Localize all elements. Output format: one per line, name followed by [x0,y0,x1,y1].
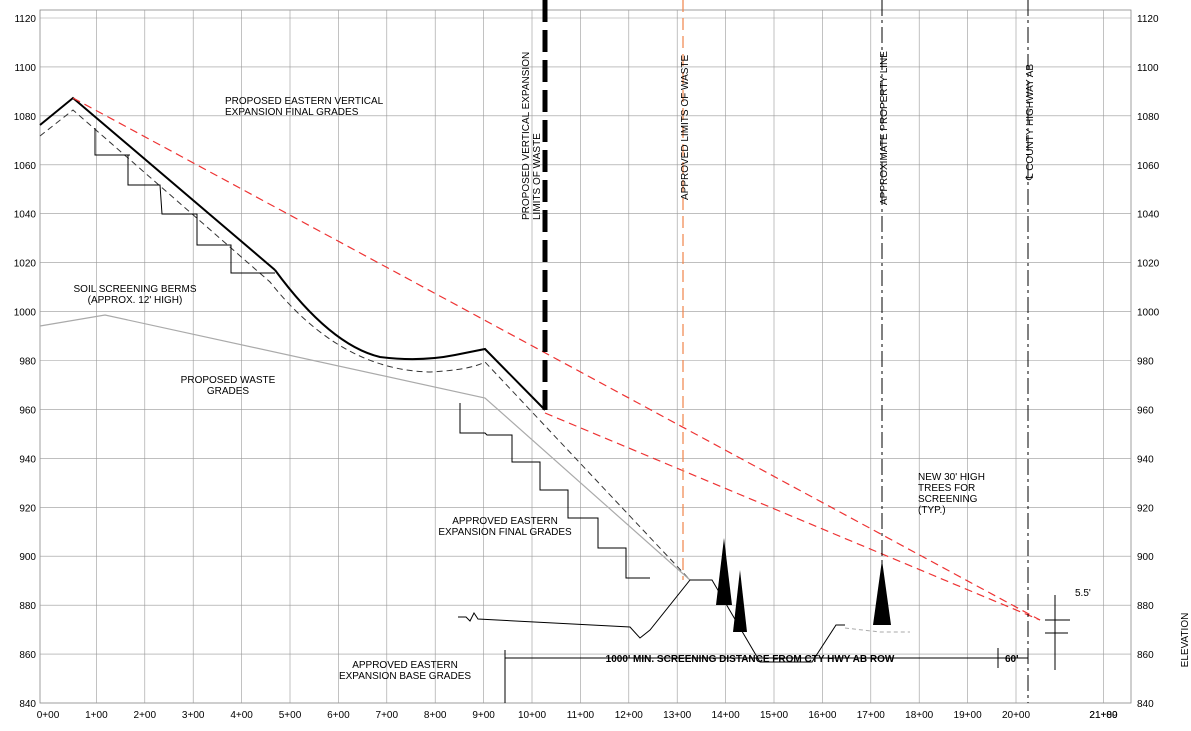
y-tick-label-right: 940 [1137,454,1154,465]
y-tick-label: 1060 [14,161,37,172]
y-tick-label: 1100 [14,63,36,74]
y-tick-label-right: 1080 [1137,112,1160,123]
berm-steps-2 [459,403,650,579]
y-tick-label-right: 1100 [1137,63,1159,74]
note: PROPOSED WASTE [181,375,276,386]
x-tick-label: 18+00 [905,710,934,721]
x-tick-label: 6+00 [327,710,350,721]
y-tick-label: 960 [19,405,36,416]
note: (TYP.) [918,505,946,516]
y-tick-label: 900 [19,552,36,563]
proposed-final-grade-curve [274,269,546,411]
x-tick-label: 11+00 [567,710,595,721]
y-tick-label: 920 [19,503,36,514]
base-grade [458,579,845,663]
y-tick-label: 860 [19,650,36,661]
note: EXPANSION BASE GRADES [339,671,471,682]
note: SCREENING [918,494,978,505]
x-tick-label: 19+00 [954,710,983,721]
labels: 1120 1120 1100 1100 1080 1080 1060 1060 1040 1040… [14,14,1191,721]
x-tick-label: 17+00 [857,710,886,721]
y-tick-label-right: 1020 [1137,259,1160,270]
approved-final-grade [39,314,691,581]
y-tick-label-right: 1000 [1137,308,1160,319]
note: APPROVED EASTERN [452,516,558,527]
note: (APPROX. 12' HIGH) [88,295,183,306]
x-tick-label: 16+00 [808,710,837,721]
y-tick-label-right: 1120 [1137,14,1159,25]
vertical-label: ℄ COUNTY HIGHWAY AB [1025,64,1036,181]
note: GRADES [207,386,250,397]
note: PROPOSED EASTERN VERTICAL [225,96,384,107]
linework [39,0,1070,703]
x-tick-label: 12+00 [615,710,644,721]
x-tick-label: 3+00 [182,710,205,721]
dimension: 1000' MIN. SCREENING DISTANCE FROM CTY H… [606,654,895,665]
y-tick-label: 840 [19,699,36,710]
note: NEW 30' HIGH [918,472,985,483]
x-tick-label: 0+00 [37,710,60,721]
base-grade-ext [844,627,910,633]
x-tick-label: 21+00 [1089,710,1118,721]
x-tick-label: 4+00 [230,710,253,721]
y-tick-label-right: 840 [1137,699,1154,710]
note: SOIL SCREENING BERMS [74,284,197,295]
y-tick-label: 1040 [14,210,37,221]
y-tick-label-right: 920 [1137,503,1154,514]
y-tick-label-right: 900 [1137,552,1154,563]
x-tick-label: 20+00 [1002,710,1031,721]
x-tick-label: 7+00 [376,710,399,721]
x-tick-label: 5+00 [279,710,302,721]
x-tick-label: 9+00 [472,710,495,721]
x-tick-label: 15+00 [760,710,789,721]
x-tick-label: 14+00 [712,710,741,721]
note: TREES FOR [918,483,975,494]
y-tick-label-right: 980 [1137,357,1154,368]
note: APPROVED EASTERN [352,660,458,671]
x-tick-label: 8+00 [424,710,447,721]
y-tick-label: 1080 [14,112,37,123]
screen-line-2 [544,412,1041,621]
x-tick-label: 2+00 [134,710,157,721]
berm-steps [94,128,275,274]
vertical-label: APPROVED LIMITS OF WASTE [680,54,691,200]
y-tick-label: 880 [19,601,36,612]
y-tick-label: 1000 [14,308,37,319]
note: EXPANSION FINAL GRADES [438,527,572,538]
note: EXPANSION FINAL GRADES [225,107,359,118]
y-tick-label: 1020 [14,259,37,270]
y-tick-label-right: 960 [1137,405,1154,416]
y-tick-label-right: 1060 [1137,161,1160,172]
x-tick-label: 1+00 [85,710,108,721]
x-tick-label: 10+00 [518,710,547,721]
x-tick-label: 21+89 [1089,710,1118,721]
axis-title: ELEVATION [1180,613,1191,668]
y-tick-label: 980 [19,357,36,368]
x-tick-label: 13+00 [663,710,692,721]
y-tick-label-right: 880 [1137,601,1154,612]
grid [39,9,1132,704]
dimension-right: 60' [1005,654,1019,665]
y-tick-label: 1120 [14,14,36,25]
trees [716,538,891,632]
vertical-label: APPROXIMATE PROPERTY LINE [879,51,890,205]
vertical-label: PROPOSED VERTICAL EXPANSION [521,52,532,220]
y-tick-label-right: 1040 [1137,210,1160,221]
vertical-label: LIMITS OF WASTE [532,133,543,220]
y-tick-label: 940 [19,454,36,465]
height-dim: 5.5' [1075,588,1091,599]
screen-line-1 [72,97,1041,621]
waste-grade [39,109,691,581]
y-tick-label-right: 860 [1137,650,1154,661]
